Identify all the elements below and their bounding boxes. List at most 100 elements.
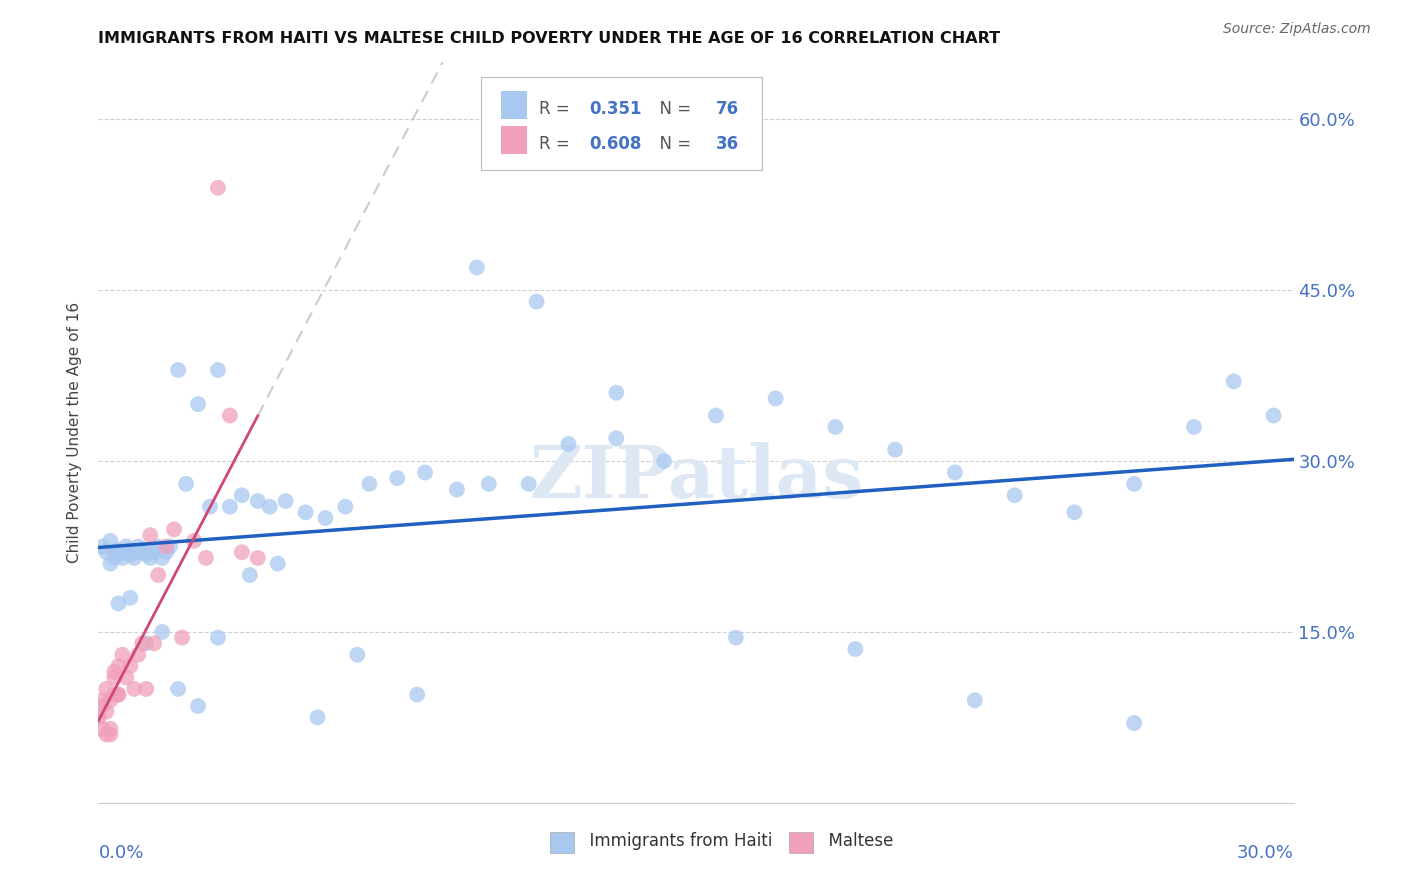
Point	[115, 671, 138, 685]
Point	[96, 727, 118, 741]
Point	[195, 550, 218, 565]
Point	[1063, 505, 1085, 519]
Point	[155, 540, 177, 554]
Point	[127, 648, 149, 662]
Point	[406, 688, 429, 702]
FancyBboxPatch shape	[481, 78, 762, 169]
Text: R =: R =	[540, 135, 575, 153]
Point	[174, 476, 197, 491]
Point	[98, 722, 122, 736]
Point	[96, 545, 118, 559]
Point	[98, 557, 122, 571]
Point	[107, 548, 129, 562]
Point	[98, 533, 122, 548]
Point	[111, 648, 134, 662]
Point	[120, 659, 142, 673]
Point	[107, 543, 129, 558]
Point	[127, 540, 149, 554]
Point	[96, 705, 118, 719]
Point	[135, 681, 157, 696]
Point	[98, 693, 122, 707]
Point	[111, 550, 134, 565]
Point	[103, 550, 125, 565]
Point	[120, 591, 142, 605]
Point	[274, 494, 297, 508]
Point	[267, 557, 290, 571]
Point	[963, 693, 986, 707]
Point	[315, 511, 337, 525]
Text: 76: 76	[716, 100, 740, 118]
Point	[246, 494, 269, 508]
Point	[91, 540, 114, 554]
Point	[1182, 420, 1205, 434]
Point	[159, 540, 181, 554]
Point	[526, 294, 548, 309]
Point	[824, 420, 846, 434]
Point	[884, 442, 907, 457]
Point	[446, 483, 468, 497]
Text: Maltese: Maltese	[818, 832, 893, 850]
Point	[143, 636, 166, 650]
Point	[107, 659, 129, 673]
Point	[91, 693, 114, 707]
Point	[207, 180, 229, 194]
Point	[413, 466, 436, 480]
Point	[139, 550, 162, 565]
Point	[517, 476, 540, 491]
Point	[246, 550, 269, 565]
Point	[124, 681, 146, 696]
Point	[120, 548, 142, 562]
Point	[724, 631, 747, 645]
Y-axis label: Child Poverty Under the Age of 16: Child Poverty Under the Age of 16	[67, 302, 83, 563]
Point	[198, 500, 221, 514]
Text: N =: N =	[650, 100, 697, 118]
Text: 30.0%: 30.0%	[1237, 844, 1294, 862]
Point	[127, 545, 149, 559]
Text: 0.0%: 0.0%	[98, 844, 143, 862]
Point	[103, 671, 125, 685]
Point	[143, 545, 166, 559]
Point	[91, 698, 114, 713]
Point	[167, 681, 190, 696]
Point	[1004, 488, 1026, 502]
Point	[187, 397, 209, 411]
Point	[87, 710, 110, 724]
Point	[1223, 375, 1246, 389]
Point	[91, 722, 114, 736]
Point	[239, 568, 262, 582]
Point	[187, 698, 209, 713]
Point	[465, 260, 488, 275]
Point	[652, 454, 675, 468]
Point	[557, 437, 579, 451]
Bar	[789, 832, 813, 853]
Point	[148, 540, 170, 554]
Point	[605, 385, 627, 400]
Bar	[501, 126, 527, 154]
Point	[219, 409, 242, 423]
Point	[359, 476, 381, 491]
Point	[107, 688, 129, 702]
Point	[207, 631, 229, 645]
Point	[335, 500, 357, 514]
Text: R =: R =	[540, 100, 575, 118]
Text: Immigrants from Haiti: Immigrants from Haiti	[579, 832, 772, 850]
Point	[346, 648, 368, 662]
Text: N =: N =	[650, 135, 697, 153]
Point	[943, 466, 966, 480]
Text: Source: ZipAtlas.com: Source: ZipAtlas.com	[1223, 22, 1371, 37]
Point	[163, 523, 186, 537]
Point	[183, 533, 205, 548]
Point	[1263, 409, 1285, 423]
Bar	[550, 832, 574, 853]
Text: ZIPatlas: ZIPatlas	[529, 442, 863, 513]
Point	[704, 409, 727, 423]
Point	[98, 727, 122, 741]
Text: 36: 36	[716, 135, 740, 153]
Point	[231, 545, 253, 559]
Point	[172, 631, 194, 645]
Point	[135, 636, 157, 650]
Point	[1123, 476, 1146, 491]
Point	[605, 431, 627, 445]
Point	[307, 710, 329, 724]
Point	[115, 545, 138, 559]
